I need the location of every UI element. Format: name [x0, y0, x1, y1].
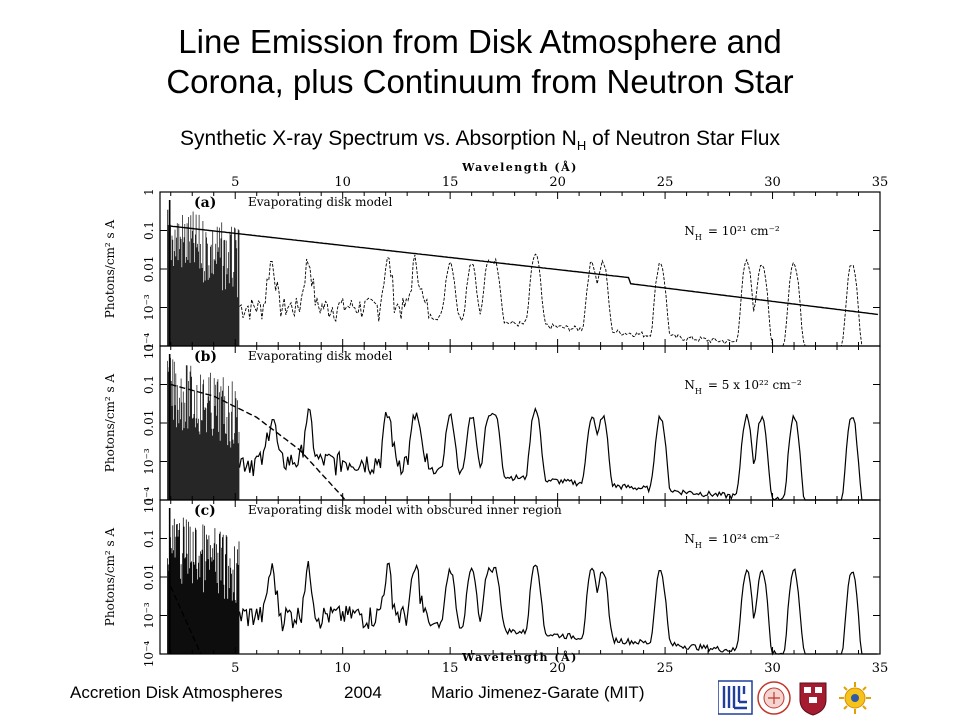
panel-frame	[159, 191, 881, 347]
panel-label: (a)	[194, 195, 216, 211]
sun-emblem	[839, 682, 871, 714]
nh-annotation: NH = 10²⁴ cm⁻²	[684, 532, 779, 550]
slide-title: Line Emission from Disk Atmosphere and C…	[0, 22, 960, 102]
x-tick-label-bottom: 5	[231, 661, 239, 673]
x-tick-label-top: 35	[872, 175, 889, 190]
x-tick-label-bottom: 15	[442, 661, 459, 673]
footer: Accretion Disk Atmospheres 2004 Mario Ji…	[0, 683, 960, 707]
x-tick-label-top: 10	[334, 175, 351, 190]
continuum-curve	[170, 383, 346, 501]
emission-spectrum	[238, 406, 878, 501]
x-tick-label-bottom: 30	[764, 661, 781, 673]
x-axis-label-top: Wavelength (Å)	[461, 160, 578, 174]
footer-year: 2004	[344, 683, 382, 702]
y-tick-label: 0.01	[142, 410, 156, 437]
x-tick-label-bottom: 35	[872, 661, 889, 673]
x-tick-label-bottom: 25	[657, 661, 674, 673]
panel-label: (c)	[194, 503, 216, 519]
footer-left: Accretion Disk Atmospheres	[70, 683, 283, 702]
nh-annotation: NH = 5 x 10²² cm⁻²	[684, 378, 802, 396]
y-tick-label: 10⁻⁴	[142, 641, 156, 668]
title-line-1: Line Emission from Disk Atmosphere and	[178, 23, 782, 60]
y-axis-label: Photons/cm² s A	[103, 527, 117, 626]
spectrum-panel: 1 0.1 0.01 10⁻³ 10⁻⁴ Photons/cm² s A (a) Evapor…	[103, 188, 881, 360]
y-tick-label: 1	[142, 496, 156, 504]
short-wavelength-forest	[167, 357, 240, 500]
y-tick-label: 0.1	[142, 375, 156, 394]
panel-model-name: Evaporating disk model	[248, 349, 393, 363]
spectrum-figure: 5 5 10 10 15 15 20 20 25 25 30 30 35 35 Wavelength (Å)…	[103, 160, 889, 673]
short-wavelength-forest	[167, 209, 240, 346]
y-tick-label: 0.1	[142, 529, 156, 548]
x-tick-label-bottom: 20	[549, 661, 566, 673]
harvard-shield	[799, 682, 827, 716]
x-tick-label-top: 25	[657, 175, 674, 190]
panel-label: (b)	[194, 349, 217, 365]
y-tick-label: 10⁻⁴	[142, 333, 156, 360]
y-tick-label: 0.01	[142, 564, 156, 591]
title-line-2: Corona, plus Continuum from Neutron Star	[166, 63, 794, 100]
spectrum-panel: 1 0.1 0.01 10⁻³ 10⁻⁴ Photons/cm² s A (c) Evapor…	[103, 496, 881, 668]
slide-subtitle: Synthetic X-ray Spectrum vs. Absorption …	[0, 125, 960, 160]
y-tick-label: 10⁻³	[142, 602, 156, 629]
subtitle-text: Synthetic X-ray Spectrum vs. Absorption …	[180, 127, 577, 150]
y-tick-label: 10⁻⁴	[142, 487, 156, 514]
x-tick-label-top: 15	[442, 175, 459, 190]
y-tick-label: 0.01	[142, 256, 156, 283]
mit-logo	[718, 680, 753, 715]
university-seal	[757, 681, 791, 715]
y-tick-label: 1	[142, 342, 156, 350]
institution-logos	[718, 680, 871, 716]
emission-spectrum	[239, 253, 878, 347]
x-tick-label-top: 20	[549, 175, 566, 190]
x-tick-label-bottom: 10	[334, 661, 351, 673]
y-axis-label: Photons/cm² s A	[103, 373, 117, 472]
x-tick-label-top: 5	[231, 175, 239, 190]
y-axis-label: Photons/cm² s A	[103, 219, 117, 318]
spectrum-panel: 1 0.1 0.01 10⁻³ 10⁻⁴ Photons/cm² s A (b) Evapor…	[103, 342, 881, 514]
y-tick-label: 1	[142, 188, 156, 196]
continuum-curve	[170, 225, 878, 316]
x-axis-label-bottom: Wavelength (Å)	[461, 650, 578, 664]
panel-frame	[159, 345, 881, 501]
panel-model-name: Evaporating disk model with obscured inn…	[248, 503, 562, 517]
y-tick-label: 10⁻³	[142, 294, 156, 321]
y-tick-label: 0.1	[142, 221, 156, 240]
y-tick-label: 10⁻³	[142, 448, 156, 475]
x-tick-label-top: 30	[764, 175, 781, 190]
panel-model-name: Evaporating disk model	[248, 195, 393, 209]
nh-annotation: NH = 10²¹ cm⁻²	[684, 224, 779, 242]
footer-author: Mario Jimenez-Garate (MIT)	[431, 683, 645, 702]
subtitle-subscript: H	[576, 138, 587, 154]
short-wavelength-forest	[167, 517, 240, 654]
emission-spectrum	[238, 561, 878, 656]
subtitle-text-end: of Neutron Star Flux	[586, 127, 780, 150]
